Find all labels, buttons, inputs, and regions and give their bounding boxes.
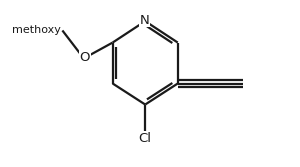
Text: methoxy: methoxy [12,25,61,35]
Text: O: O [80,51,90,64]
Text: N: N [140,14,149,27]
Text: Cl: Cl [139,132,152,145]
